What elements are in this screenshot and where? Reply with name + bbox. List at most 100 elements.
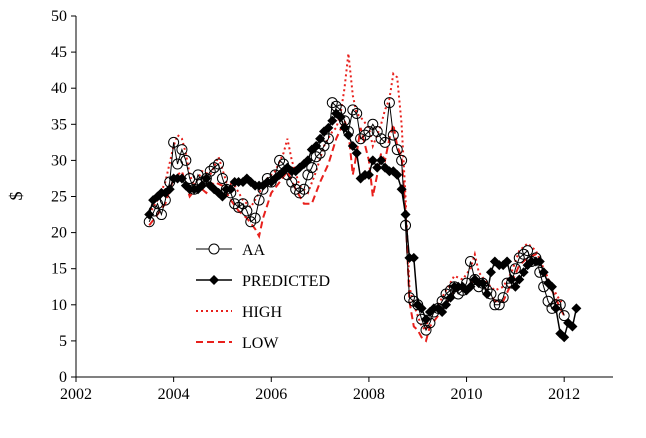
legend-item-aa: AA [196, 242, 266, 259]
aa-point [412, 299, 424, 311]
predicted-point [363, 169, 374, 180]
y-tick-label: 20 [51, 225, 67, 242]
aa-point [148, 205, 160, 217]
aa-point [534, 266, 546, 278]
aa-point [420, 324, 432, 336]
predicted-point [396, 184, 407, 195]
aa-point [501, 277, 513, 289]
aa-point [306, 162, 318, 174]
aa-point [375, 133, 387, 145]
aa-point [298, 183, 310, 195]
aa-point [342, 126, 354, 138]
legend-item-low: LOW [196, 335, 279, 352]
aa-point [290, 183, 302, 195]
predicted-point [567, 321, 578, 332]
predicted-point [559, 332, 570, 343]
series-line-aa [148, 101, 565, 332]
aa-point [391, 144, 403, 156]
aa-point [176, 144, 188, 156]
aa-point [188, 183, 200, 195]
legend: AA PREDICTED HIGH LOW [196, 242, 330, 352]
aa-point [229, 198, 241, 210]
y-tick-label: 30 [51, 152, 67, 169]
predicted-point [518, 267, 529, 278]
aa-point [241, 205, 253, 217]
aa-point [310, 151, 322, 163]
series-high [148, 53, 565, 332]
y-tick-label: 10 [51, 297, 67, 314]
aa-point [379, 136, 391, 148]
x-tick-label: 2002 [60, 386, 92, 403]
predicted-point [176, 173, 187, 184]
predicted-point [347, 140, 358, 151]
aa-point [253, 194, 265, 206]
legend-label: HIGH [242, 304, 282, 321]
aa-point [457, 284, 469, 296]
aa-point [326, 97, 338, 109]
aa-point [554, 299, 566, 311]
legend-item-predicted: PREDICTED [196, 273, 330, 290]
aa-point [550, 299, 562, 311]
aa-point [351, 107, 363, 119]
predicted-point [408, 252, 419, 263]
aa-point [424, 317, 436, 329]
aa-point [464, 255, 476, 267]
aa-point [200, 172, 212, 184]
x-tick-label: 2006 [255, 386, 287, 403]
aa-point [322, 133, 334, 145]
aa-point [522, 245, 534, 257]
y-tick-label: 15 [51, 261, 67, 278]
aa-point [432, 302, 444, 314]
predicted-point [351, 148, 362, 159]
predicted-point [506, 274, 517, 285]
aa-point [408, 295, 420, 307]
predicted-point [485, 267, 496, 278]
aa-point [396, 154, 408, 166]
x-tick-label: 2004 [158, 386, 190, 403]
aa-point [371, 126, 383, 138]
aa-point [155, 209, 167, 221]
aa-point [164, 176, 176, 188]
series-aa [143, 97, 570, 336]
aa-point [558, 310, 570, 322]
legend-item-high: HIGH [196, 304, 282, 321]
x-tick-label: 2008 [353, 386, 385, 403]
aa-point [489, 299, 501, 311]
y-tick-label: 40 [51, 80, 67, 97]
aa-point [538, 281, 550, 293]
plot-area [143, 53, 582, 343]
aa-point [481, 284, 493, 296]
aa-point [509, 263, 521, 275]
predicted-point [367, 155, 378, 166]
aa-point [225, 187, 237, 199]
predicted-point [550, 303, 561, 314]
y-tick-label: 50 [51, 8, 67, 25]
aa-point [159, 194, 171, 206]
aa-point [400, 219, 412, 231]
aa-point [359, 129, 371, 141]
aa-point [339, 115, 350, 127]
aa-point [518, 248, 530, 260]
predicted-point [502, 256, 513, 267]
aa-point [269, 169, 281, 181]
predicted-point [546, 281, 557, 292]
aa-point [363, 126, 375, 138]
predicted-point [482, 288, 493, 299]
y-tick-label: 0 [59, 369, 67, 386]
aa-point [387, 129, 399, 141]
legend-marker-circle [208, 243, 220, 255]
aa-point [265, 176, 277, 188]
y-tick-label: 45 [51, 44, 67, 61]
aa-point [237, 198, 249, 210]
predicted-point [376, 155, 387, 166]
aa-point [314, 147, 326, 159]
x-tick-label: 2012 [548, 386, 580, 403]
y-tick-label: 35 [51, 116, 67, 133]
aa-point [505, 277, 517, 289]
aa-point [436, 295, 448, 307]
aa-point [277, 158, 289, 170]
aa-point [302, 169, 314, 181]
aa-point [347, 104, 359, 116]
aa-point [286, 176, 298, 188]
